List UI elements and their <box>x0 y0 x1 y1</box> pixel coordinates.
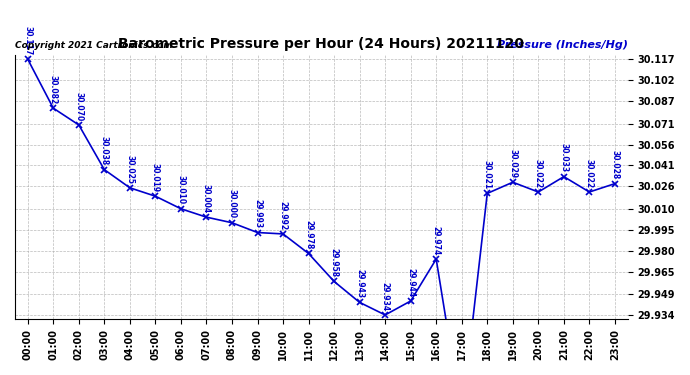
Text: 30.070: 30.070 <box>75 92 83 121</box>
Text: 30.025: 30.025 <box>126 154 135 184</box>
Text: 29.993: 29.993 <box>253 199 262 228</box>
Text: 29.934: 29.934 <box>381 282 390 311</box>
Title: Barometric Pressure per Hour (24 Hours) 20211120: Barometric Pressure per Hour (24 Hours) … <box>118 37 524 51</box>
Text: Copyright 2021 Cartronics.com: Copyright 2021 Cartronics.com <box>15 41 172 50</box>
Text: 29.861: 29.861 <box>0 374 1 375</box>
Text: 30.028: 30.028 <box>611 150 620 180</box>
Text: Pressure (Inches/Hg): Pressure (Inches/Hg) <box>497 40 628 50</box>
Text: 29.992: 29.992 <box>279 201 288 230</box>
Text: 30.022: 30.022 <box>534 159 543 188</box>
Text: 30.000: 30.000 <box>228 189 237 219</box>
Text: 30.004: 30.004 <box>202 184 211 213</box>
Text: 29.978: 29.978 <box>304 220 313 249</box>
Text: 30.022: 30.022 <box>585 159 594 188</box>
Text: 30.038: 30.038 <box>100 136 109 165</box>
Text: 30.117: 30.117 <box>23 26 32 55</box>
Text: 30.082: 30.082 <box>49 75 58 104</box>
Text: 29.974: 29.974 <box>432 226 441 255</box>
Text: 30.029: 30.029 <box>509 149 518 178</box>
Text: 30.021: 30.021 <box>483 160 492 189</box>
Text: 29.958: 29.958 <box>330 248 339 277</box>
Text: 29.943: 29.943 <box>355 269 364 298</box>
Text: 30.019: 30.019 <box>151 163 160 192</box>
Text: 29.944: 29.944 <box>406 268 415 297</box>
Text: 30.010: 30.010 <box>177 176 186 205</box>
Text: 30.033: 30.033 <box>560 143 569 172</box>
